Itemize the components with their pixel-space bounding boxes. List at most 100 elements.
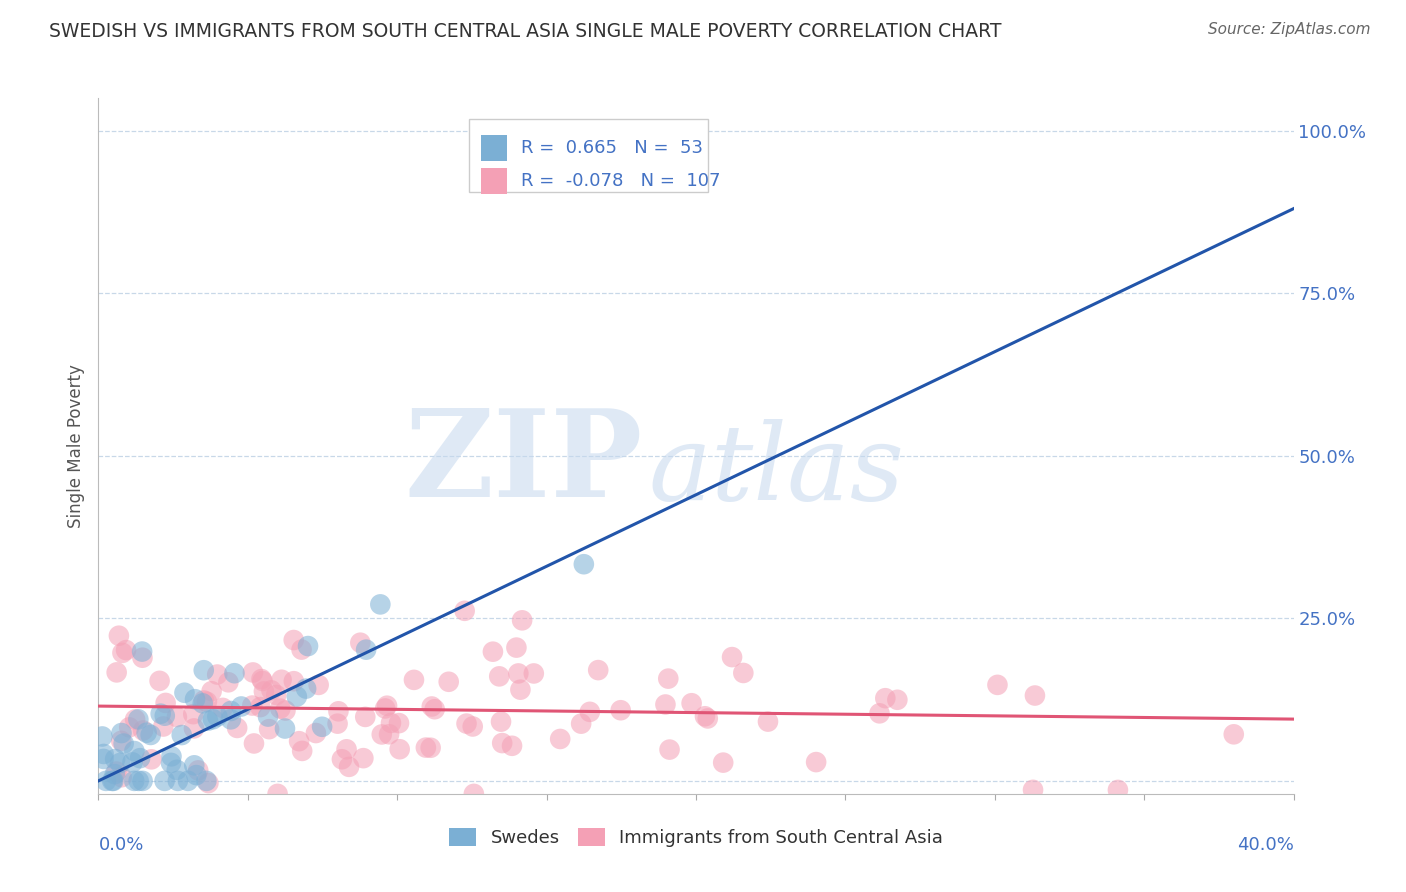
Point <box>482 645 505 659</box>
Point <box>337 760 360 774</box>
Point <box>193 663 215 677</box>
Point <box>112 737 135 751</box>
Point <box>437 674 460 689</box>
Point <box>461 719 484 733</box>
Point <box>139 728 162 742</box>
Point <box>371 727 394 741</box>
Point <box>295 681 318 696</box>
Point <box>374 701 396 715</box>
Point <box>733 665 755 680</box>
Point <box>658 742 681 756</box>
Point <box>453 604 475 618</box>
Point <box>419 740 441 755</box>
Point <box>328 704 350 718</box>
Point <box>305 726 328 740</box>
Point <box>193 693 215 707</box>
Y-axis label: Single Male Poverty: Single Male Poverty <box>67 364 86 528</box>
Point <box>201 684 224 698</box>
Point <box>253 684 276 698</box>
Point <box>696 711 718 725</box>
Point <box>93 752 115 766</box>
Point <box>111 770 134 784</box>
Point <box>207 709 229 723</box>
Point <box>505 640 527 655</box>
Point <box>217 675 239 690</box>
Text: SWEDISH VS IMMIGRANTS FROM SOUTH CENTRAL ASIA SINGLE MALE POVERTY CORRELATION CH: SWEDISH VS IMMIGRANTS FROM SOUTH CENTRAL… <box>49 22 1001 41</box>
Point <box>415 740 437 755</box>
Point <box>510 613 533 627</box>
Point <box>288 734 311 748</box>
Point <box>609 703 631 717</box>
Point <box>197 714 219 728</box>
Point <box>693 709 716 723</box>
Point <box>756 714 779 729</box>
Point <box>308 678 330 692</box>
Point <box>152 719 174 733</box>
Point <box>118 720 141 734</box>
Point <box>354 642 377 657</box>
Point <box>354 710 377 724</box>
Point <box>132 723 155 738</box>
Point <box>103 773 125 788</box>
Point <box>548 731 571 746</box>
Point <box>285 690 308 704</box>
Point <box>183 722 205 736</box>
Point <box>181 707 204 722</box>
Point <box>173 686 195 700</box>
Point <box>270 673 292 687</box>
Point <box>191 697 214 711</box>
Point <box>283 674 305 689</box>
Point <box>105 764 128 779</box>
Point <box>388 742 411 756</box>
Point <box>141 752 163 766</box>
Point <box>105 665 128 680</box>
Point <box>250 672 273 686</box>
Point <box>121 756 143 770</box>
Point <box>252 673 274 688</box>
Point <box>115 643 138 657</box>
Point <box>104 767 127 781</box>
Point <box>257 709 280 723</box>
Point <box>224 666 246 681</box>
Point <box>207 667 229 681</box>
Text: Source: ZipAtlas.com: Source: ZipAtlas.com <box>1208 22 1371 37</box>
Point <box>572 558 595 572</box>
Point <box>501 739 523 753</box>
Point <box>108 629 131 643</box>
Point <box>242 665 264 680</box>
Point <box>153 773 176 788</box>
Point <box>177 773 200 788</box>
Point <box>508 666 530 681</box>
Point <box>986 678 1008 692</box>
Text: 40.0%: 40.0% <box>1237 836 1294 854</box>
Point <box>195 773 218 788</box>
Point <box>149 706 172 721</box>
Point <box>681 696 703 710</box>
Point <box>311 720 333 734</box>
Point <box>509 682 531 697</box>
Point <box>463 787 485 801</box>
Point <box>197 776 219 790</box>
Point <box>523 666 546 681</box>
Point <box>149 673 172 688</box>
Point <box>128 773 150 788</box>
Text: R =  -0.078   N =  107: R = -0.078 N = 107 <box>522 172 721 190</box>
Point <box>166 763 188 777</box>
Point <box>721 650 744 665</box>
Point <box>110 734 132 748</box>
Point <box>187 764 209 778</box>
Point <box>170 728 193 742</box>
FancyBboxPatch shape <box>470 119 709 192</box>
Point <box>378 727 401 741</box>
Point <box>129 751 152 765</box>
Point <box>183 758 205 772</box>
Point <box>283 633 305 648</box>
Point <box>269 701 291 715</box>
Point <box>166 710 188 724</box>
Point <box>211 701 233 715</box>
Point <box>166 773 188 788</box>
Point <box>886 693 908 707</box>
Point <box>804 755 827 769</box>
Point <box>226 721 249 735</box>
Point <box>1024 689 1046 703</box>
